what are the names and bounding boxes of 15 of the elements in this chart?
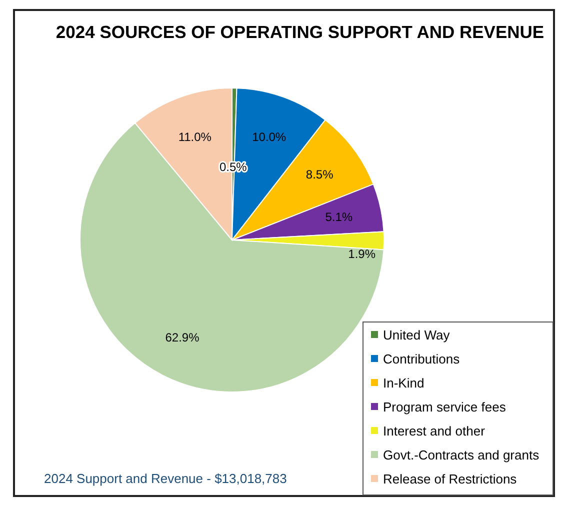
legend-label: Program service fees [383, 400, 506, 415]
legend-label: Contributions [383, 352, 460, 367]
data-label: 10.0% [252, 130, 286, 144]
legend-label: Release of Restrictions [383, 472, 518, 487]
data-label: 62.9% [165, 330, 200, 345]
data-label: 5.1% [325, 210, 353, 224]
legend-label: United Way [383, 328, 450, 343]
chart-title: 2024 SOURCES OF OPERATING SUPPORT AND REVENUE [56, 22, 544, 42]
data-label: 8.5% [306, 168, 334, 182]
legend-label: Govt.-Contracts and grants [383, 448, 540, 463]
data-label: 1.9% [348, 246, 376, 261]
legend-label: Interest and other [383, 424, 486, 439]
text: 2024 Support and Revenue - $13,018,783 [44, 471, 287, 486]
data-label: 11.0% [178, 130, 212, 144]
legend-label: In-Kind [383, 376, 424, 391]
